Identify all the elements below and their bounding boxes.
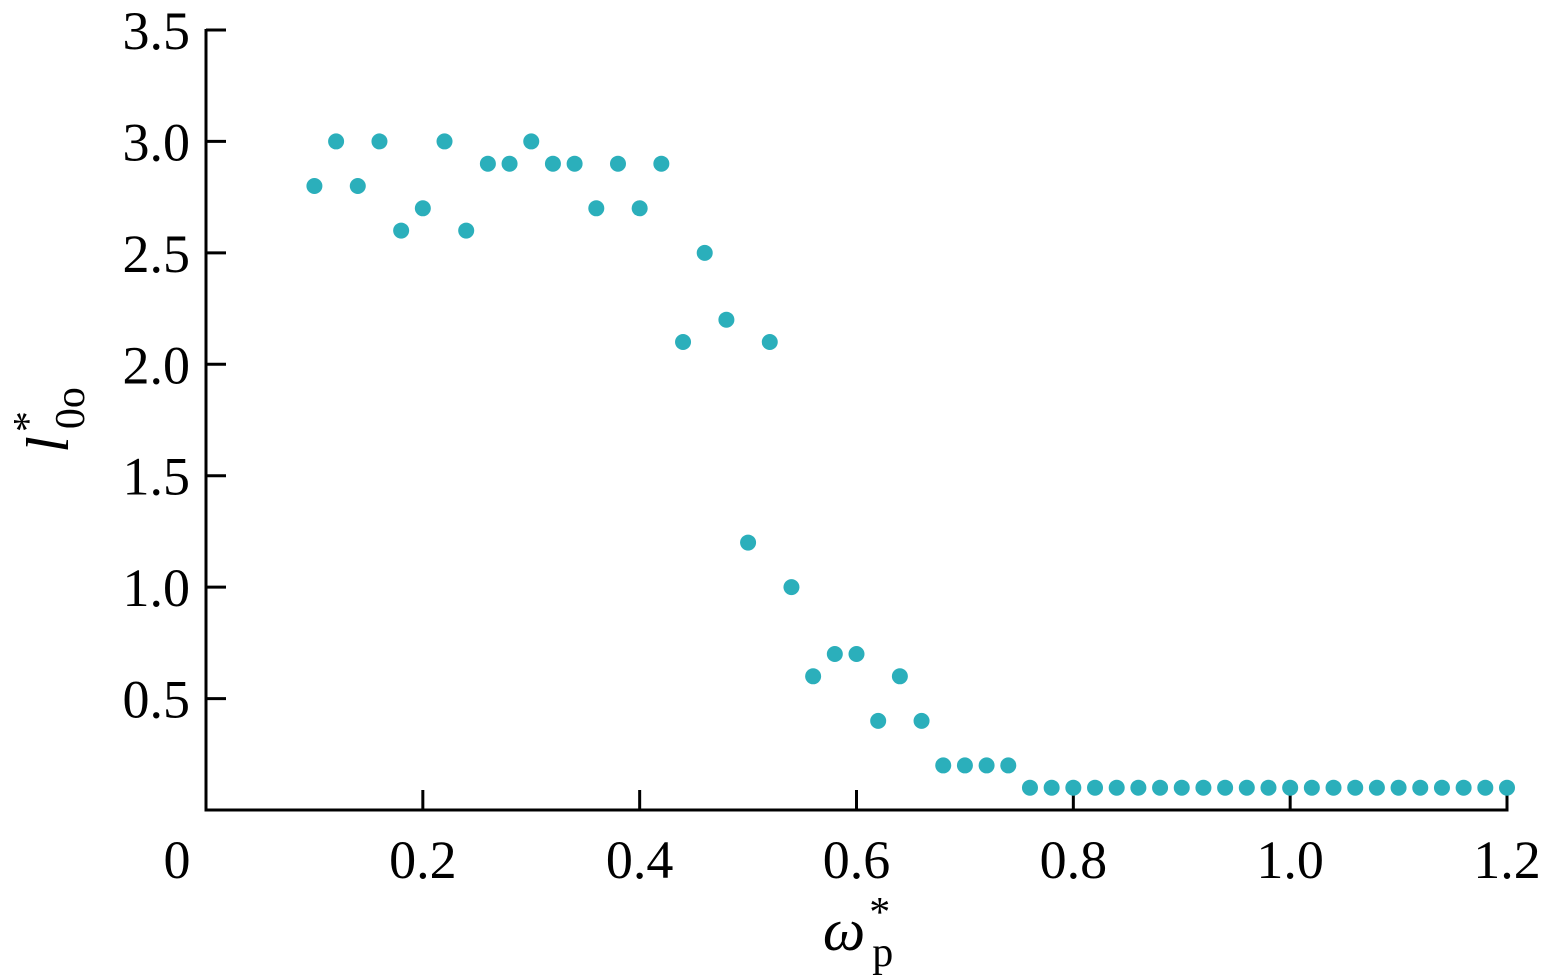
- data-point: [1282, 779, 1299, 796]
- data-point: [1390, 779, 1407, 796]
- data-point: [631, 200, 648, 217]
- data-point: [1412, 779, 1429, 796]
- data-point: [1477, 779, 1494, 796]
- data-point: [1152, 779, 1169, 796]
- y-axis-subscript: 0o: [48, 387, 94, 429]
- x-tick-label: 0: [164, 830, 191, 890]
- data-point: [696, 244, 713, 261]
- data-point: [1043, 779, 1060, 796]
- x-axis-subscript: p: [872, 930, 893, 976]
- y-axis-symbol: l: [15, 436, 81, 453]
- y-tick-label: 1.0: [123, 558, 191, 618]
- data-point: [1368, 779, 1385, 796]
- data-point: [306, 178, 323, 194]
- data-point: [1108, 779, 1125, 796]
- data-point: [479, 155, 496, 172]
- data-point: [544, 155, 561, 172]
- x-tick-label: 0.4: [606, 830, 674, 890]
- data-point: [783, 579, 800, 596]
- x-axis-symbol: ω: [823, 897, 865, 963]
- data-point: [566, 155, 583, 172]
- y-axis-superscript: *: [6, 411, 52, 432]
- data-point: [371, 133, 388, 150]
- data-point: [523, 133, 540, 150]
- data-point: [501, 155, 518, 172]
- data-point: [740, 534, 757, 551]
- data-point: [1217, 779, 1234, 796]
- data-point: [1260, 779, 1277, 796]
- data-point: [913, 712, 930, 729]
- data-point: [848, 646, 865, 662]
- data-point: [718, 311, 735, 328]
- y-tick-label: 1.5: [123, 447, 191, 507]
- y-tick-label: 2.0: [123, 335, 191, 395]
- data-point: [1325, 779, 1342, 796]
- y-axis-title: l *0o: [6, 387, 94, 453]
- x-axis-superscript: *: [869, 890, 890, 936]
- data-point: [588, 200, 605, 217]
- data-point: [935, 757, 952, 774]
- data-point: [609, 155, 626, 172]
- x-tick-label: 1.2: [1473, 830, 1541, 890]
- y-axis-ticks: 0.5 1.0 1.5 2.0 2.5 3.0 3.5: [123, 1, 226, 730]
- data-point: [978, 757, 995, 774]
- x-tick-label: 0.2: [389, 830, 457, 890]
- data-point: [826, 646, 843, 662]
- data-point: [1021, 779, 1038, 796]
- data-point: [349, 178, 366, 194]
- data-point: [1087, 779, 1104, 796]
- data-point: [1347, 779, 1364, 796]
- data-point: [1499, 779, 1515, 796]
- data-point: [761, 334, 778, 350]
- data-points: [306, 133, 1515, 796]
- x-tick-label: 1.0: [1256, 830, 1324, 890]
- data-point: [414, 200, 431, 217]
- y-tick-label: 2.5: [123, 224, 191, 284]
- data-point: [956, 757, 973, 774]
- data-point: [436, 133, 453, 150]
- x-tick-label: 0.8: [1040, 830, 1108, 890]
- data-point: [675, 334, 692, 350]
- data-point: [653, 155, 670, 172]
- data-point: [870, 712, 887, 729]
- x-axis-ticks: 0 0.2 0.4 0.6 0.8 1.0 1.2: [164, 790, 1541, 890]
- data-point: [1195, 779, 1212, 796]
- data-point: [1065, 779, 1082, 796]
- data-point: [393, 222, 410, 239]
- y-tick-label: 3.5: [123, 1, 191, 61]
- data-point: [328, 133, 345, 150]
- data-point: [1303, 779, 1320, 796]
- y-tick-label: 0.5: [123, 670, 191, 730]
- data-point: [1000, 757, 1017, 774]
- data-point: [1173, 779, 1190, 796]
- y-tick-label: 3.0: [123, 112, 191, 172]
- data-point: [1238, 779, 1255, 796]
- data-point: [1130, 779, 1147, 796]
- x-axis-title: ω* p: [823, 890, 893, 976]
- data-point: [458, 222, 475, 239]
- data-point: [891, 668, 908, 685]
- data-point: [1433, 779, 1450, 796]
- data-point: [1455, 779, 1472, 796]
- data-point: [805, 668, 822, 685]
- x-tick-label: 0.6: [823, 830, 891, 890]
